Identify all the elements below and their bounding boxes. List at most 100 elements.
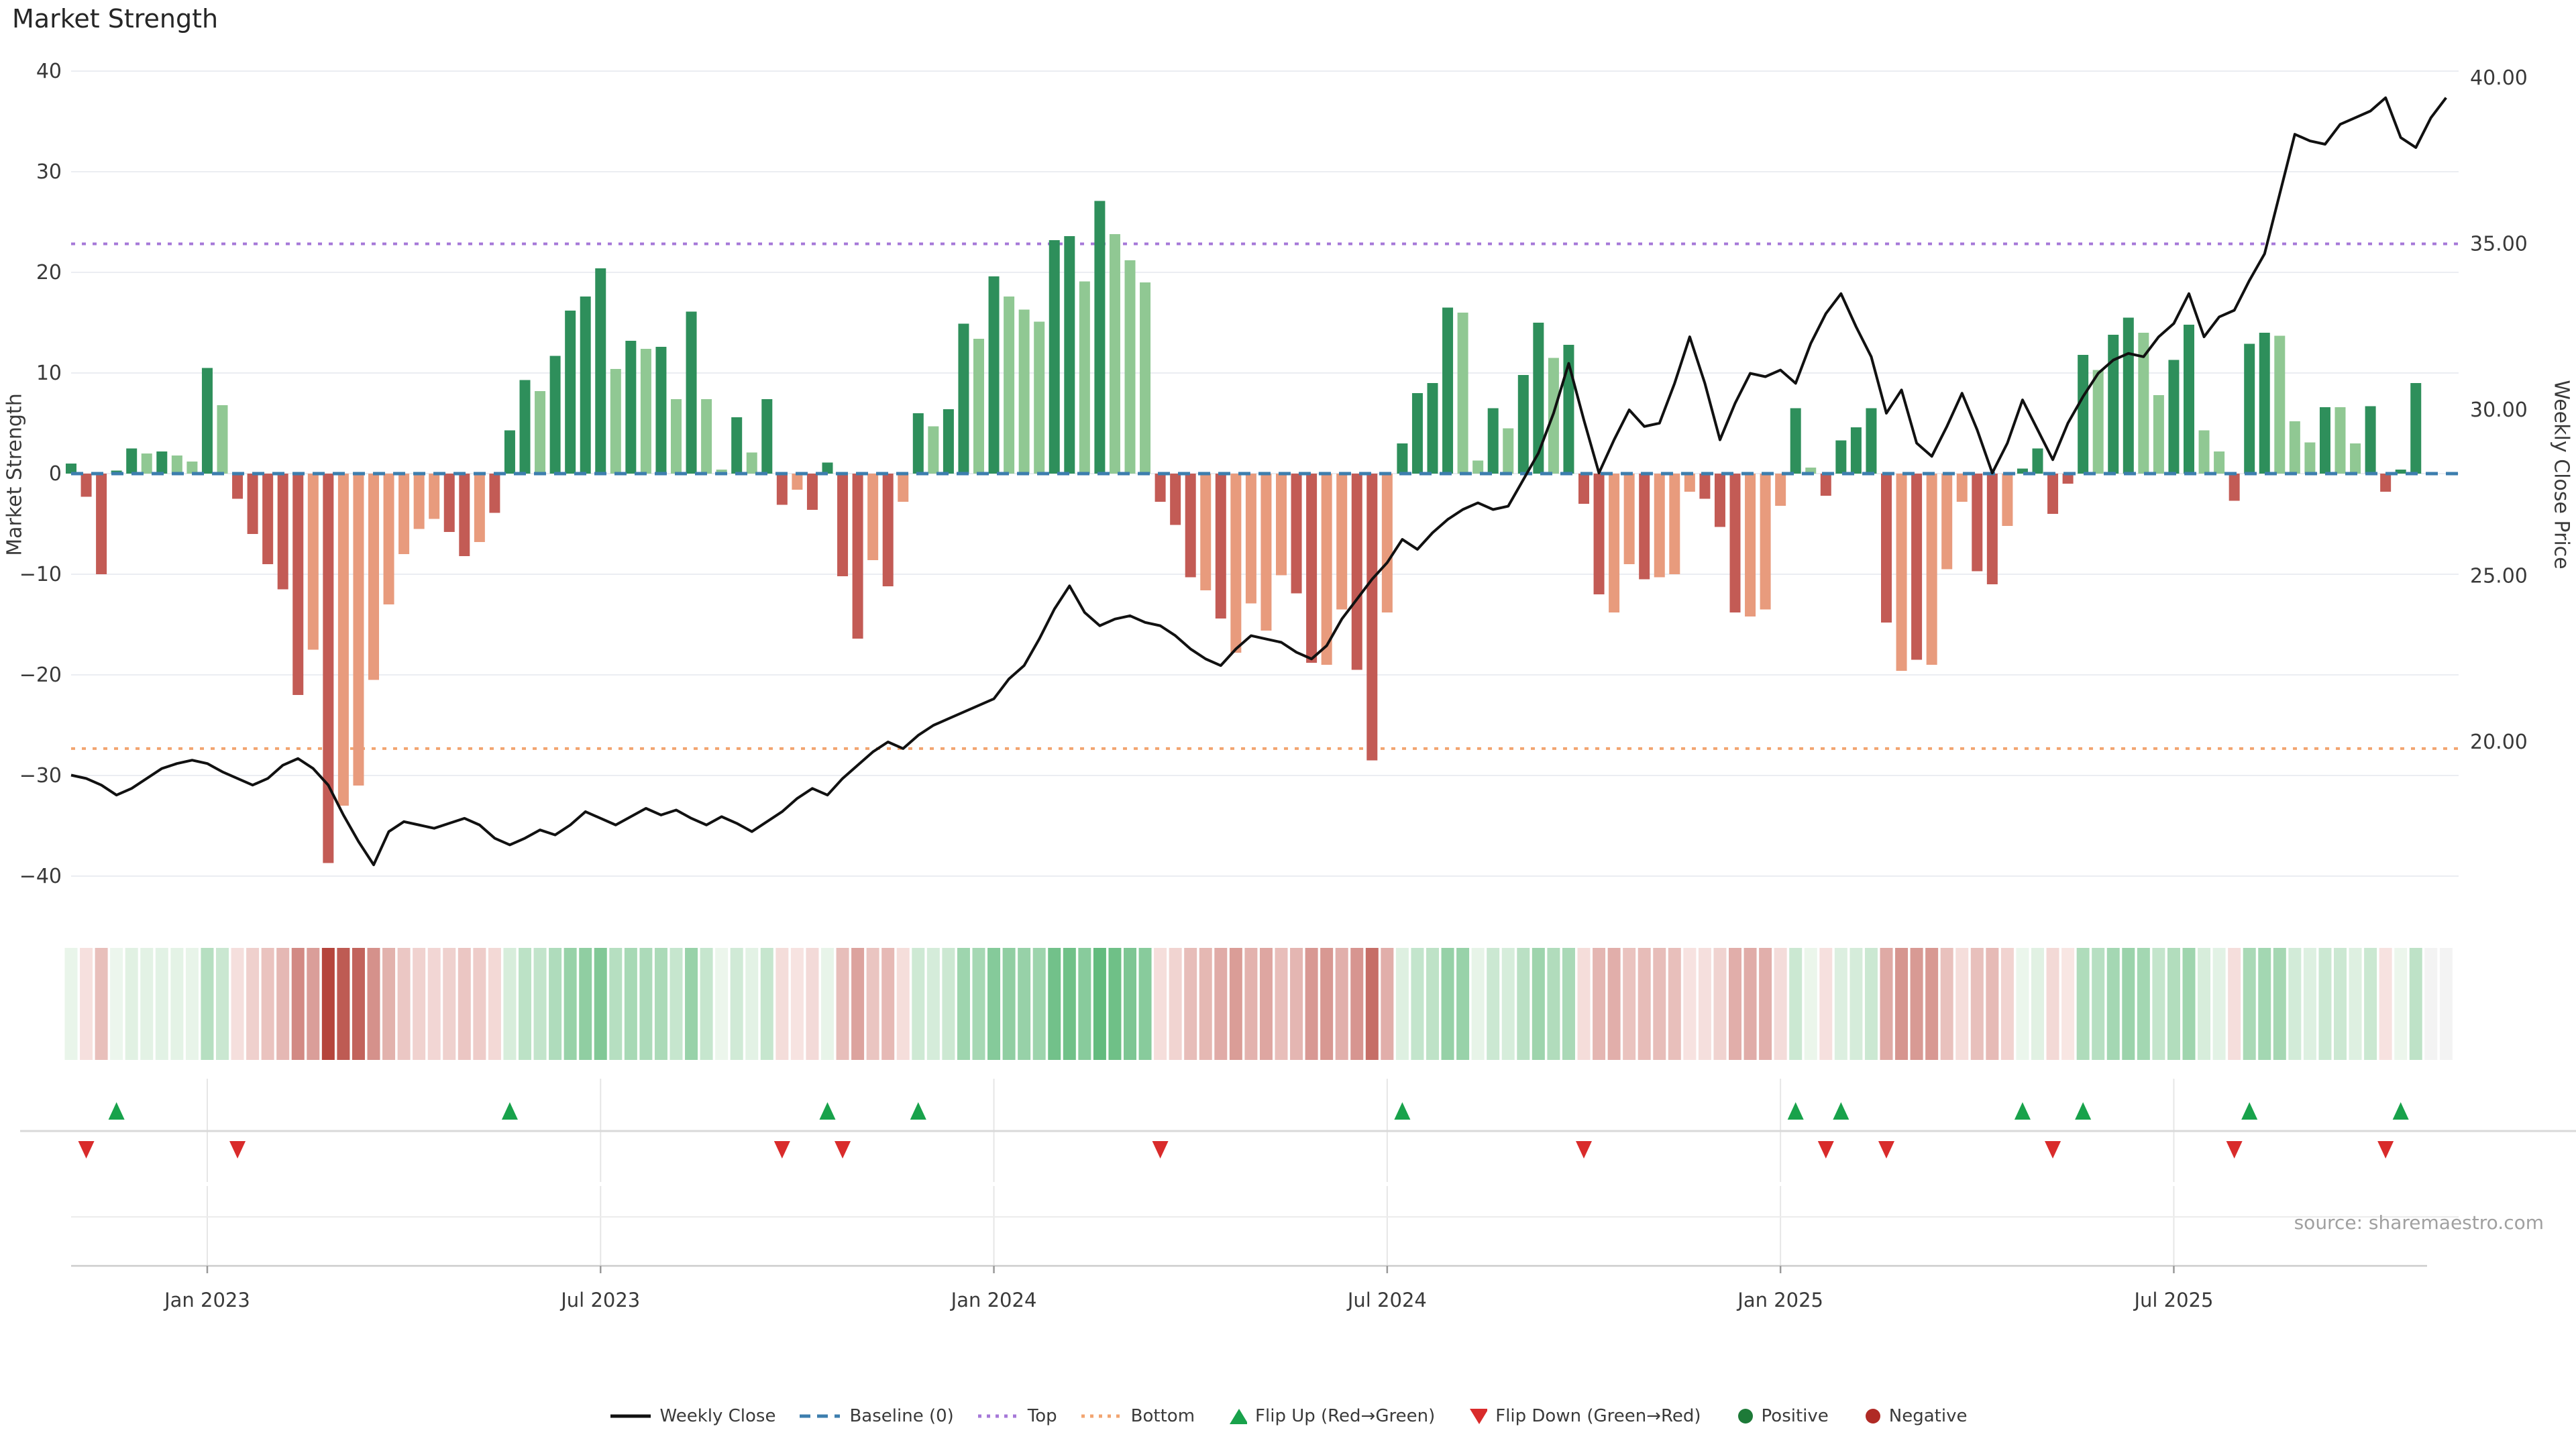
ms-bar bbox=[413, 474, 425, 529]
heatmap-cell bbox=[367, 948, 380, 1060]
ms-bar bbox=[1926, 474, 1937, 665]
ms-bar bbox=[716, 470, 727, 474]
heatmap-cell bbox=[110, 948, 123, 1060]
ms-bar bbox=[2304, 442, 2316, 474]
heatmap-cell bbox=[1350, 948, 1364, 1060]
ms-bar bbox=[2259, 333, 2270, 474]
ms-bar bbox=[1260, 474, 1272, 631]
ms-bar bbox=[2274, 335, 2286, 474]
ms-bar bbox=[655, 347, 667, 474]
ms-bar bbox=[171, 455, 182, 474]
ms-bar bbox=[1729, 474, 1741, 612]
heatmap-cell bbox=[1607, 948, 1621, 1060]
ms-bar bbox=[2244, 343, 2255, 474]
ms-bar bbox=[1170, 474, 1181, 525]
ms-bar bbox=[1654, 474, 1665, 578]
heatmap-cell bbox=[1259, 948, 1273, 1060]
heatmap-cell bbox=[912, 948, 925, 1060]
heatmap-cell bbox=[1411, 948, 1424, 1060]
ms-bar bbox=[2198, 430, 2210, 474]
heatmap-cell bbox=[1471, 948, 1485, 1060]
heatmap-cell bbox=[1743, 948, 1757, 1060]
heatmap-cell bbox=[1290, 948, 1303, 1060]
heatmap-cell bbox=[2424, 948, 2438, 1060]
flip-down-marker bbox=[1817, 1141, 1834, 1159]
ms-bar bbox=[2123, 317, 2134, 474]
ms-bar bbox=[1593, 474, 1605, 594]
ms-bar bbox=[792, 474, 803, 490]
flip-up-marker bbox=[2014, 1102, 2031, 1120]
heatmap-cell bbox=[1804, 948, 1817, 1060]
ms-bar bbox=[671, 399, 682, 474]
ms-bar bbox=[323, 474, 334, 863]
ms-bar bbox=[1533, 323, 1544, 474]
ms-bar bbox=[2395, 470, 2406, 474]
heatmap-cell bbox=[715, 948, 729, 1060]
heatmap-cell bbox=[2303, 948, 2316, 1060]
ms-bar bbox=[580, 297, 591, 474]
heatmap-cell bbox=[730, 948, 743, 1060]
heatmap-cell bbox=[1593, 948, 1606, 1060]
heatmap-cell bbox=[1789, 948, 1803, 1060]
heatmap-cell bbox=[321, 948, 335, 1060]
heatmap-cell bbox=[2152, 948, 2165, 1060]
ms-bar bbox=[1291, 474, 1302, 594]
ms-bar bbox=[1427, 383, 1438, 474]
heatmap-cell bbox=[1517, 948, 1530, 1060]
ms-bar bbox=[1215, 474, 1226, 619]
heatmap-cell bbox=[1880, 948, 1893, 1060]
ms-bar bbox=[1503, 428, 1514, 474]
ms-bar bbox=[262, 474, 274, 564]
ms-bar bbox=[1200, 474, 1212, 590]
heatmap-cell bbox=[1426, 948, 1439, 1060]
heatmap-cell bbox=[231, 948, 244, 1060]
legend-item-7: Negative bbox=[1851, 1406, 1967, 1426]
legend-label: Flip Up (Red→Green) bbox=[1255, 1406, 1436, 1426]
source-note: source: sharemaestro.com bbox=[2294, 1212, 2544, 1234]
legend-item-6: Positive bbox=[1724, 1406, 1829, 1426]
heatmap-cell bbox=[1668, 948, 1681, 1060]
heatmap-cell bbox=[609, 948, 623, 1060]
heatmap-cell bbox=[1078, 948, 1091, 1060]
flip-up-marker bbox=[501, 1102, 518, 1120]
heatmap-cell bbox=[2092, 948, 2105, 1060]
heatmap-cell bbox=[1229, 948, 1242, 1060]
ms-bar bbox=[625, 341, 637, 474]
right-axis-tick: 40.00 bbox=[2470, 66, 2528, 90]
heatmap-cell bbox=[1910, 948, 1923, 1060]
ms-bar bbox=[1306, 474, 1318, 663]
ms-bar bbox=[2138, 333, 2149, 474]
heatmap-cell bbox=[2379, 948, 2392, 1060]
heatmap-cell bbox=[125, 948, 138, 1060]
heatmap-cell bbox=[685, 948, 698, 1060]
heatmap-cell bbox=[503, 948, 517, 1060]
ms-bar bbox=[640, 349, 651, 474]
ms-bar bbox=[928, 426, 939, 474]
heatmap-cell bbox=[1365, 948, 1379, 1060]
ms-bar bbox=[1820, 474, 1831, 496]
flip-down-marker bbox=[835, 1141, 851, 1159]
heatmap-cell bbox=[926, 948, 940, 1060]
ms-bar bbox=[398, 474, 410, 554]
heatmap-cell bbox=[1759, 948, 1772, 1060]
heatmap-cell bbox=[549, 948, 562, 1060]
ms-bar bbox=[565, 311, 576, 474]
x-axis-tick: Jul 2025 bbox=[2133, 1289, 2213, 1311]
ms-bar bbox=[429, 474, 440, 519]
ms-bar bbox=[1805, 468, 1817, 474]
heatmap-cell bbox=[1940, 948, 1953, 1060]
ms-bar bbox=[1881, 474, 1892, 623]
dashed-line-icon bbox=[800, 1414, 841, 1418]
ms-bar bbox=[2002, 474, 2013, 526]
ms-bar bbox=[1850, 427, 1862, 474]
ms-bar bbox=[1321, 474, 1332, 665]
heatmap-cell bbox=[1124, 948, 1136, 1060]
ms-bar bbox=[504, 430, 515, 474]
ms-bar bbox=[368, 474, 379, 680]
triangle-down-icon bbox=[1470, 1409, 1488, 1424]
heatmap-cell bbox=[896, 948, 910, 1060]
flip-down-marker bbox=[1576, 1141, 1592, 1159]
dotted-line-icon bbox=[977, 1414, 1018, 1418]
ms-bar bbox=[1018, 309, 1030, 474]
line-icon bbox=[610, 1414, 651, 1418]
